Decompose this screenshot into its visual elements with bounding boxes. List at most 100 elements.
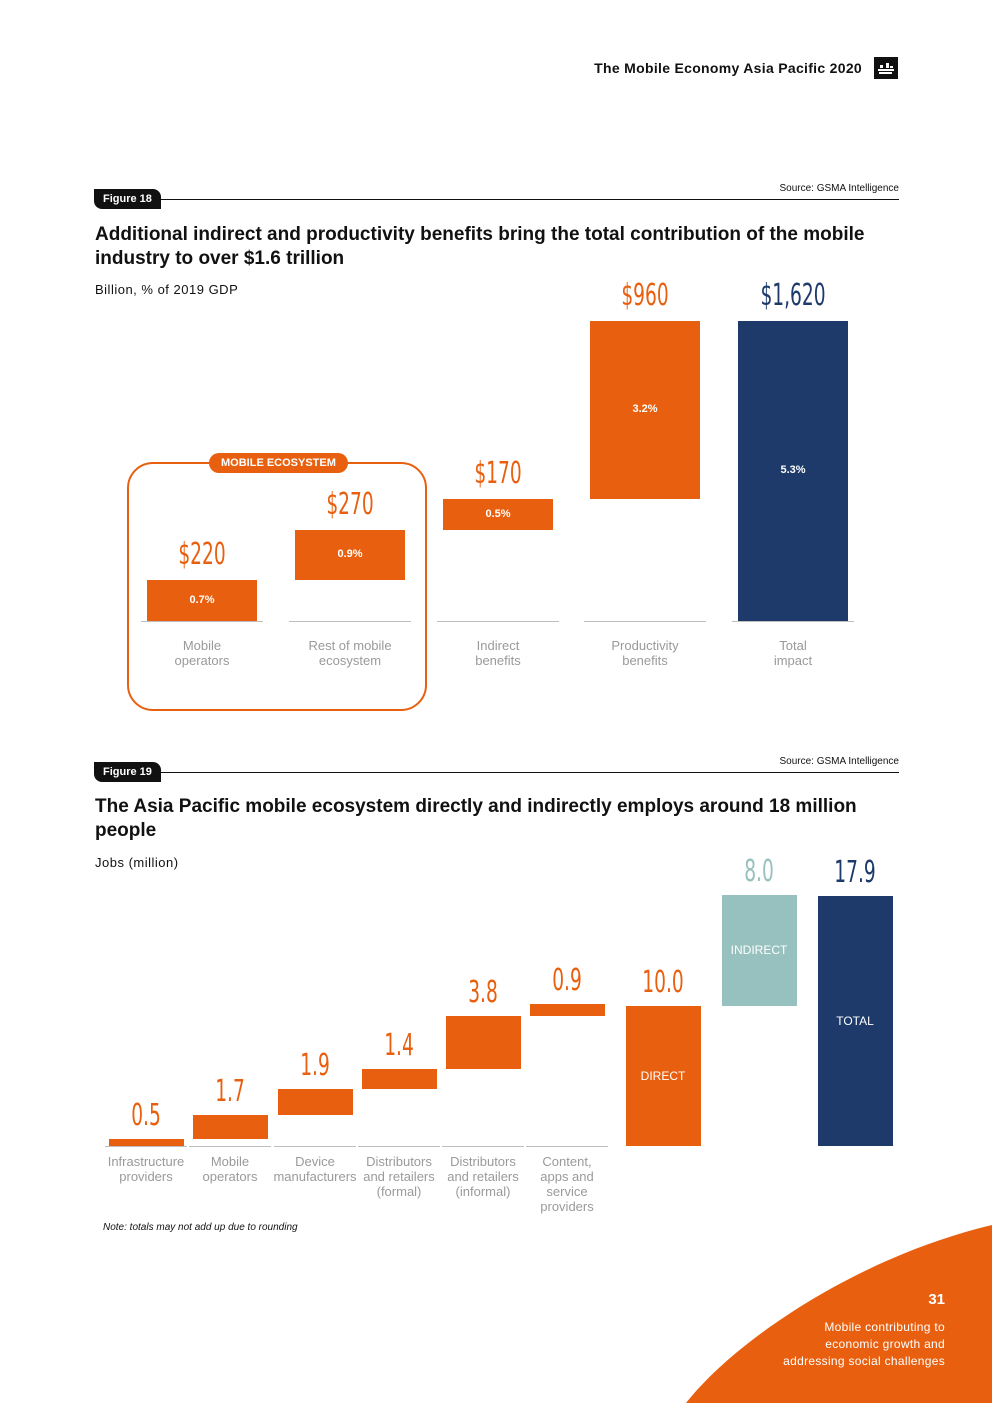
category-baseline bbox=[189, 1146, 271, 1147]
category-label: Mobile operators bbox=[185, 1154, 275, 1184]
waterfall-bar bbox=[529, 1003, 605, 1017]
category-label-line: (informal) bbox=[455, 1184, 511, 1199]
figure19-chart: 0.5 Infrastructure providers 1.7 Mobile opera… bbox=[101, 853, 893, 1214]
gdp-share-label: 0.7% bbox=[189, 593, 215, 606]
category-label-line: apps and bbox=[540, 1169, 594, 1184]
category-label-line: Mobile bbox=[182, 638, 222, 653]
value-label: 0.5 bbox=[131, 1098, 161, 1134]
category-baseline bbox=[584, 621, 706, 622]
category-label: Rest of mobile ecosystem bbox=[280, 638, 420, 668]
category-label-line: Productivity bbox=[611, 638, 679, 653]
category-label: Productivity benefits bbox=[575, 638, 715, 668]
figure18-title: Additional indirect and productivity ben… bbox=[95, 224, 865, 269]
category-baseline bbox=[732, 621, 854, 622]
footer-corner-shape bbox=[686, 1225, 992, 1403]
waterfall-bar: DIRECT bbox=[625, 1006, 701, 1146]
category-label-line: Mobile bbox=[210, 1154, 250, 1169]
gdp-share-label: 0.5% bbox=[485, 507, 511, 520]
page-number: 31 bbox=[928, 1291, 945, 1308]
category-label-line: benefits bbox=[475, 653, 521, 668]
waterfall-bar bbox=[192, 1115, 268, 1139]
waterfall-bar: TOTAL bbox=[817, 896, 893, 1146]
category-label-line: providers bbox=[119, 1169, 173, 1184]
category-label-line: Indirect bbox=[476, 638, 520, 653]
category-label: Total impact bbox=[723, 638, 863, 668]
waterfall-bar: 0.7% bbox=[147, 580, 257, 621]
waterfall-bar: 0.5% bbox=[443, 498, 553, 531]
category-label-line: providers bbox=[540, 1199, 594, 1214]
waterfall-bar: 0.9% bbox=[295, 530, 405, 581]
value-label: 1.9 bbox=[300, 1047, 330, 1083]
waterfall-bar bbox=[277, 1088, 353, 1116]
footer-section-title: Mobile contributing to economic growth a… bbox=[695, 1319, 945, 1370]
figure18-rule bbox=[95, 199, 899, 200]
category-label-line: operators bbox=[174, 653, 230, 668]
category-baseline bbox=[141, 621, 263, 622]
category-label-line: service bbox=[546, 1184, 588, 1199]
value-label: 3.8 bbox=[468, 975, 498, 1011]
value-label: $1,620 bbox=[760, 278, 826, 313]
value-label: 0.9 bbox=[552, 962, 582, 998]
value-label: 1.4 bbox=[384, 1028, 414, 1064]
value-label: $170 bbox=[474, 455, 522, 491]
figure18-badge: Figure 18 bbox=[94, 189, 161, 209]
category-label: Infrastructure providers bbox=[101, 1154, 191, 1184]
waterfall-bar: 5.3% bbox=[738, 321, 848, 621]
value-label: 17.9 bbox=[834, 855, 876, 890]
category-label-line: benefits bbox=[622, 653, 668, 668]
category-label-line: Rest of mobile bbox=[308, 638, 392, 653]
figure19-source: Source: GSMA Intelligence bbox=[779, 756, 899, 767]
category-label-line: manufacturers bbox=[273, 1169, 357, 1184]
value-label: 10.0 bbox=[642, 965, 684, 1001]
category-label-line: and retailers bbox=[363, 1169, 435, 1184]
footer-line: economic growth and bbox=[825, 1337, 945, 1351]
gsma-logo-icon bbox=[874, 57, 898, 79]
value-label: 8.0 bbox=[744, 853, 774, 889]
category-baseline bbox=[526, 1146, 608, 1147]
category-label: Mobile operators bbox=[132, 638, 272, 668]
category-label-line: Distributors bbox=[366, 1154, 432, 1169]
category-label-line: Infrastructure bbox=[107, 1154, 185, 1169]
category-label-line: Total bbox=[779, 638, 807, 653]
footer-line: Mobile contributing to bbox=[824, 1320, 945, 1334]
category-label: Distributors and retailers (informal) bbox=[438, 1154, 528, 1199]
running-header-title: The Mobile Economy Asia Pacific 2020 bbox=[594, 60, 862, 76]
value-label: $960 bbox=[621, 278, 669, 313]
figure19-rule bbox=[95, 772, 899, 773]
category-baseline bbox=[289, 621, 411, 622]
figure19-unit: Jobs (million) bbox=[95, 855, 179, 870]
figure18-source: Source: GSMA Intelligence bbox=[779, 183, 899, 194]
bar-inner-label: INDIRECT bbox=[730, 943, 788, 958]
category-label: Content, apps and service providers bbox=[522, 1154, 612, 1214]
category-label-line: and retailers bbox=[447, 1169, 519, 1184]
figure18-chart: 0.7% $220 Mobile operators 0.9% $270 Rest of m… bbox=[132, 278, 863, 668]
figure18-unit: Billion, % of 2019 GDP bbox=[95, 282, 239, 297]
bar-inner-label: DIRECT bbox=[640, 1069, 686, 1084]
value-label: $270 bbox=[326, 487, 374, 523]
category-label-line: ecosystem bbox=[318, 653, 382, 668]
category-baseline bbox=[437, 621, 559, 622]
figure19-note: Note: totals may not add up due to round… bbox=[103, 1222, 298, 1233]
category-label-line: Content, bbox=[542, 1154, 592, 1169]
waterfall-bar bbox=[108, 1139, 184, 1146]
gdp-share-label: 5.3% bbox=[780, 464, 806, 476]
figure19-title: The Asia Pacific mobile ecosystem direct… bbox=[95, 796, 857, 841]
waterfall-bar bbox=[361, 1069, 437, 1089]
category-baseline bbox=[358, 1146, 440, 1147]
category-label-line: operators bbox=[202, 1169, 258, 1184]
category-label-line: Distributors bbox=[450, 1154, 516, 1169]
figure19-badge: Figure 19 bbox=[94, 762, 161, 782]
waterfall-bar bbox=[445, 1016, 521, 1070]
category-label-line: Device bbox=[295, 1154, 335, 1169]
category-label: Indirect benefits bbox=[428, 638, 568, 668]
gdp-share-label: 0.9% bbox=[337, 548, 363, 561]
value-label: 1.7 bbox=[215, 1074, 245, 1110]
category-baseline bbox=[442, 1146, 524, 1147]
bar-inner-label: TOTAL bbox=[836, 1014, 874, 1028]
mobile-ecosystem-label: MOBILE ECOSYSTEM bbox=[209, 453, 348, 473]
waterfall-bar: 3.2% bbox=[590, 321, 700, 499]
value-label: $220 bbox=[178, 537, 226, 573]
category-label: Distributors and retailers (formal) bbox=[354, 1154, 444, 1199]
gdp-share-label: 3.2% bbox=[632, 402, 658, 415]
category-label-line: impact bbox=[773, 653, 813, 668]
